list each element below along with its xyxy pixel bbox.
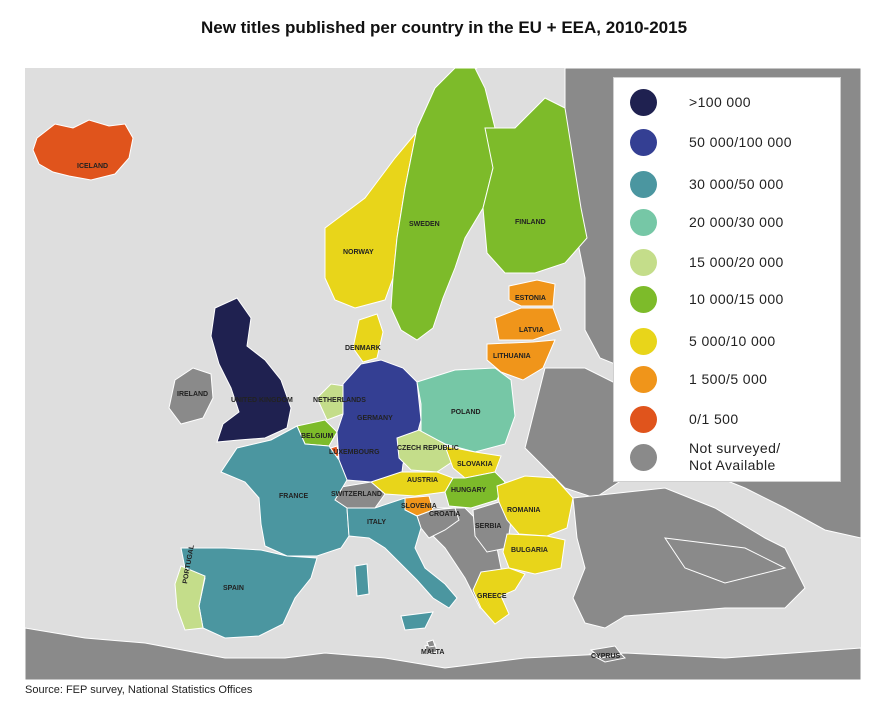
country-label: AUSTRIA bbox=[407, 477, 438, 484]
country-cyprus bbox=[589, 645, 622, 659]
country-label: NETHERLANDS bbox=[313, 397, 366, 404]
legend-label: 5 000/10 000 bbox=[689, 332, 776, 349]
country-label: DENMARK bbox=[345, 345, 381, 352]
legend-label: 15 000/20 000 bbox=[689, 253, 784, 270]
country-label: SLOVENIA bbox=[401, 503, 437, 510]
country-label: SWITZERLAND bbox=[331, 491, 382, 498]
legend-swatch bbox=[630, 88, 657, 116]
legend-swatch bbox=[630, 285, 657, 313]
legend-item: >100 000 bbox=[630, 84, 751, 120]
country-latvia bbox=[494, 307, 562, 341]
source-note: Source: FEP survey, National Statistics … bbox=[25, 684, 253, 696]
country-croatia bbox=[416, 507, 460, 539]
country-denmark bbox=[352, 313, 384, 363]
country-label: CROATIA bbox=[429, 511, 460, 518]
legend-item: 1 500/5 000 bbox=[630, 361, 767, 397]
country-united-kingdom bbox=[210, 297, 292, 443]
country-italy-sicily bbox=[400, 611, 434, 631]
legend-item: 30 000/50 000 bbox=[630, 166, 784, 202]
legend-label: 10 000/15 000 bbox=[689, 290, 784, 307]
country-label: IRELAND bbox=[177, 391, 208, 398]
legend-item: 5 000/10 000 bbox=[630, 323, 776, 359]
country-label: BELGIUM bbox=[301, 433, 333, 440]
uk-label-line1: UNITED KINGDOM bbox=[231, 397, 293, 404]
legend-item: 20 000/30 000 bbox=[630, 204, 784, 240]
legend-swatch bbox=[630, 248, 657, 276]
legend-swatch bbox=[630, 405, 657, 433]
legend-label: >100 000 bbox=[689, 93, 751, 110]
country-greece bbox=[472, 567, 526, 625]
country-label: BULGARIA bbox=[511, 547, 548, 554]
country-label: FINLAND bbox=[515, 219, 546, 226]
country-label: MALTA bbox=[421, 649, 444, 656]
legend-item: 10 000/15 000 bbox=[630, 281, 784, 317]
map-title: New titles published per country in the … bbox=[200, 18, 688, 37]
country-bulgaria bbox=[502, 533, 566, 575]
country-malta bbox=[426, 639, 436, 648]
country-ireland bbox=[168, 367, 214, 425]
country-label: LATVIA bbox=[519, 327, 544, 334]
country-label: GERMANY bbox=[357, 415, 393, 422]
country-italy bbox=[346, 497, 458, 609]
country-label: SLOVAKIA bbox=[457, 461, 493, 468]
legend-item: 15 000/20 000 bbox=[630, 244, 784, 280]
country-finland bbox=[482, 97, 588, 274]
country-romania bbox=[496, 475, 574, 537]
legend-item: 50 000/100 000 bbox=[630, 124, 792, 160]
legend-label: Not surveyed/ Not Available bbox=[689, 440, 781, 473]
country-label: UNITED KINGDOM bbox=[231, 397, 293, 404]
legend-label: 1 500/5 000 bbox=[689, 370, 768, 387]
legend-label: 50 000/100 000 bbox=[689, 133, 792, 150]
legend-swatch bbox=[630, 170, 657, 198]
country-label: LUXEMBOURG bbox=[329, 449, 380, 456]
legend-label: 30 000/50 000 bbox=[689, 175, 784, 192]
country-label: CZECH REPUBLIC bbox=[397, 445, 459, 452]
country-lithuania bbox=[486, 339, 556, 381]
legend-item: 0/1 500 bbox=[630, 401, 739, 437]
legend-swatch bbox=[630, 208, 657, 236]
country-label: ICELAND bbox=[77, 163, 108, 170]
country-czech-republic bbox=[396, 429, 456, 473]
country-label: FRANCE bbox=[279, 493, 308, 500]
legend-item: Not surveyed/ Not Available bbox=[630, 439, 781, 475]
country-italy-sardinia bbox=[354, 563, 370, 597]
legend-label: 20 000/30 000 bbox=[689, 213, 784, 230]
country-label: POLAND bbox=[451, 409, 481, 416]
country-label: CYPRUS bbox=[591, 653, 621, 660]
country-label: HUNGARY bbox=[451, 487, 486, 494]
legend-swatch bbox=[630, 443, 657, 471]
country-label: NORWAY bbox=[343, 249, 374, 256]
country-poland bbox=[416, 367, 516, 453]
country-label: ESTONIA bbox=[515, 295, 546, 302]
map-legend: >100 000 50 000/100 000 30 000/50 000 20… bbox=[613, 77, 841, 482]
legend-swatch bbox=[630, 128, 657, 156]
country-label: SWEDEN bbox=[409, 221, 440, 228]
legend-swatch bbox=[630, 327, 657, 355]
country-estonia bbox=[508, 279, 556, 307]
country-iceland bbox=[32, 119, 134, 181]
country-label: GREECE bbox=[477, 593, 507, 600]
country-label: ITALY bbox=[367, 519, 386, 526]
legend-swatch bbox=[630, 365, 657, 393]
country-label: SPAIN bbox=[223, 585, 244, 592]
country-label: ROMANIA bbox=[507, 507, 540, 514]
country-labels: ICELAND NORWAY SWEDEN FINLAND ESTONIA LA… bbox=[77, 163, 621, 660]
country-label: LITHUANIA bbox=[493, 353, 531, 360]
legend-label: 0/1 500 bbox=[689, 410, 739, 427]
country-portugal bbox=[174, 565, 206, 631]
country-label: SERBIA bbox=[475, 523, 501, 530]
country-hungary bbox=[444, 471, 506, 509]
